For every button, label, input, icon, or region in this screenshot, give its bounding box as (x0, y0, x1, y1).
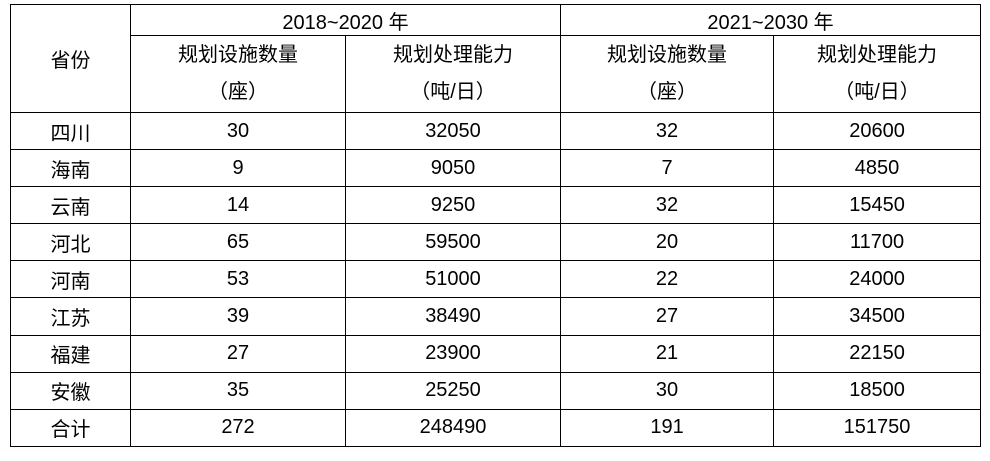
table-row-total: 合计 272 248490 191 151750 (10, 408, 982, 447)
header-province: 省份 (10, 4, 131, 113)
cell-capacity-p1: 9250 (344, 186, 562, 225)
cell-capacity-p1: 9050 (344, 149, 562, 188)
cell-count-p1: 65 (130, 223, 346, 262)
cell-province: 云南 (10, 186, 131, 225)
cell-count-p2: 7 (560, 149, 775, 188)
capacity-label: 规划处理能力 (817, 44, 938, 66)
cell-province: 河南 (10, 260, 131, 299)
cell-capacity-p1: 23900 (344, 334, 562, 373)
header-facility-count-p1: 规划设施数量 （座） (130, 35, 346, 113)
cell-count-p2: 27 (560, 297, 775, 336)
cell-count-p1: 30 (130, 111, 346, 151)
table-row-yunnan: 云南 14 9250 32 15450 (10, 186, 982, 225)
cell-capacity-p2: 18500 (773, 371, 982, 410)
table-row-jiangsu: 江苏 39 38490 27 34500 (10, 297, 982, 336)
table-row-sichuan: 四川 30 32050 32 20600 (10, 111, 982, 151)
cell-capacity-p1: 51000 (344, 260, 562, 299)
cell-count-p2: 191 (560, 408, 775, 447)
cell-count-p2: 22 (560, 260, 775, 299)
cell-capacity-p1: 59500 (344, 223, 562, 262)
cell-count-p2: 32 (560, 111, 775, 151)
cell-province: 四川 (10, 111, 131, 151)
table-row-hebei: 河北 65 59500 20 11700 (10, 223, 982, 262)
header-facility-count-p2: 规划设施数量 （座） (560, 35, 775, 113)
cell-capacity-p2: 151750 (773, 408, 982, 447)
cell-count-p1: 9 (130, 149, 346, 188)
header-metric-row: 规划设施数量 （座） 规划处理能力 （吨/日） 规划设施数量 （座） 规划处理能… (11, 35, 982, 113)
cell-capacity-p1: 32050 (344, 111, 562, 151)
cell-capacity-p2: 15450 (773, 186, 982, 225)
cell-count-p1: 272 (130, 408, 346, 447)
cell-count-p1: 53 (130, 260, 346, 299)
cell-capacity-p1: 248490 (344, 408, 562, 447)
cell-count-p2: 32 (560, 186, 775, 225)
cell-capacity-p2: 34500 (773, 297, 982, 336)
cell-capacity-p2: 20600 (773, 111, 982, 151)
cell-capacity-p2: 4850 (773, 149, 982, 188)
cell-province: 合计 (10, 408, 131, 447)
cell-count-p1: 27 (130, 334, 346, 373)
cell-province: 江苏 (10, 297, 131, 336)
cell-count-p2: 21 (560, 334, 775, 373)
cell-count-p2: 20 (560, 223, 775, 262)
cell-capacity-p2: 22150 (773, 334, 982, 373)
header-period-2018-2020: 2018~2020 年 (129, 4, 562, 36)
facility-count-unit: （座） (208, 81, 268, 103)
capacity-unit: （吨/日） (834, 81, 920, 103)
cell-capacity-p1: 25250 (344, 371, 562, 410)
facility-count-label: 规划设施数量 (607, 44, 728, 66)
cell-province: 河北 (10, 223, 131, 262)
cell-capacity-p1: 38490 (344, 297, 562, 336)
cell-province: 福建 (10, 334, 131, 373)
capacity-label: 规划处理能力 (393, 44, 513, 66)
table-row-anhui: 安徽 35 25250 30 18500 (10, 371, 982, 410)
province-waste-planning-table: 省份 2018~2020 年 2021~2030 年 规划设施数量 （座） 规划… (10, 4, 982, 447)
cell-count-p1: 35 (130, 371, 346, 410)
cell-province: 海南 (10, 149, 131, 188)
header-capacity-p2: 规划处理能力 （吨/日） (773, 35, 982, 113)
cell-province: 安徽 (10, 371, 131, 410)
table-row-hainan: 海南 9 9050 7 4850 (10, 149, 982, 188)
facility-count-label: 规划设施数量 (178, 44, 298, 66)
cell-count-p1: 14 (130, 186, 346, 225)
header-period-2021-2030: 2021~2030 年 (560, 4, 982, 36)
cell-count-p2: 30 (560, 371, 775, 410)
header-year-row: 省份 2018~2020 年 2021~2030 年 (10, 4, 982, 113)
cell-capacity-p2: 11700 (773, 223, 982, 262)
table-row-henan: 河南 53 51000 22 24000 (10, 260, 982, 299)
cell-count-p1: 39 (130, 297, 346, 336)
facility-count-unit: （座） (637, 81, 698, 103)
capacity-unit: （吨/日） (410, 81, 496, 103)
cell-capacity-p2: 24000 (773, 260, 982, 299)
table-row-fujian: 福建 27 23900 21 22150 (10, 334, 982, 373)
header-capacity-p1: 规划处理能力 （吨/日） (344, 35, 562, 113)
